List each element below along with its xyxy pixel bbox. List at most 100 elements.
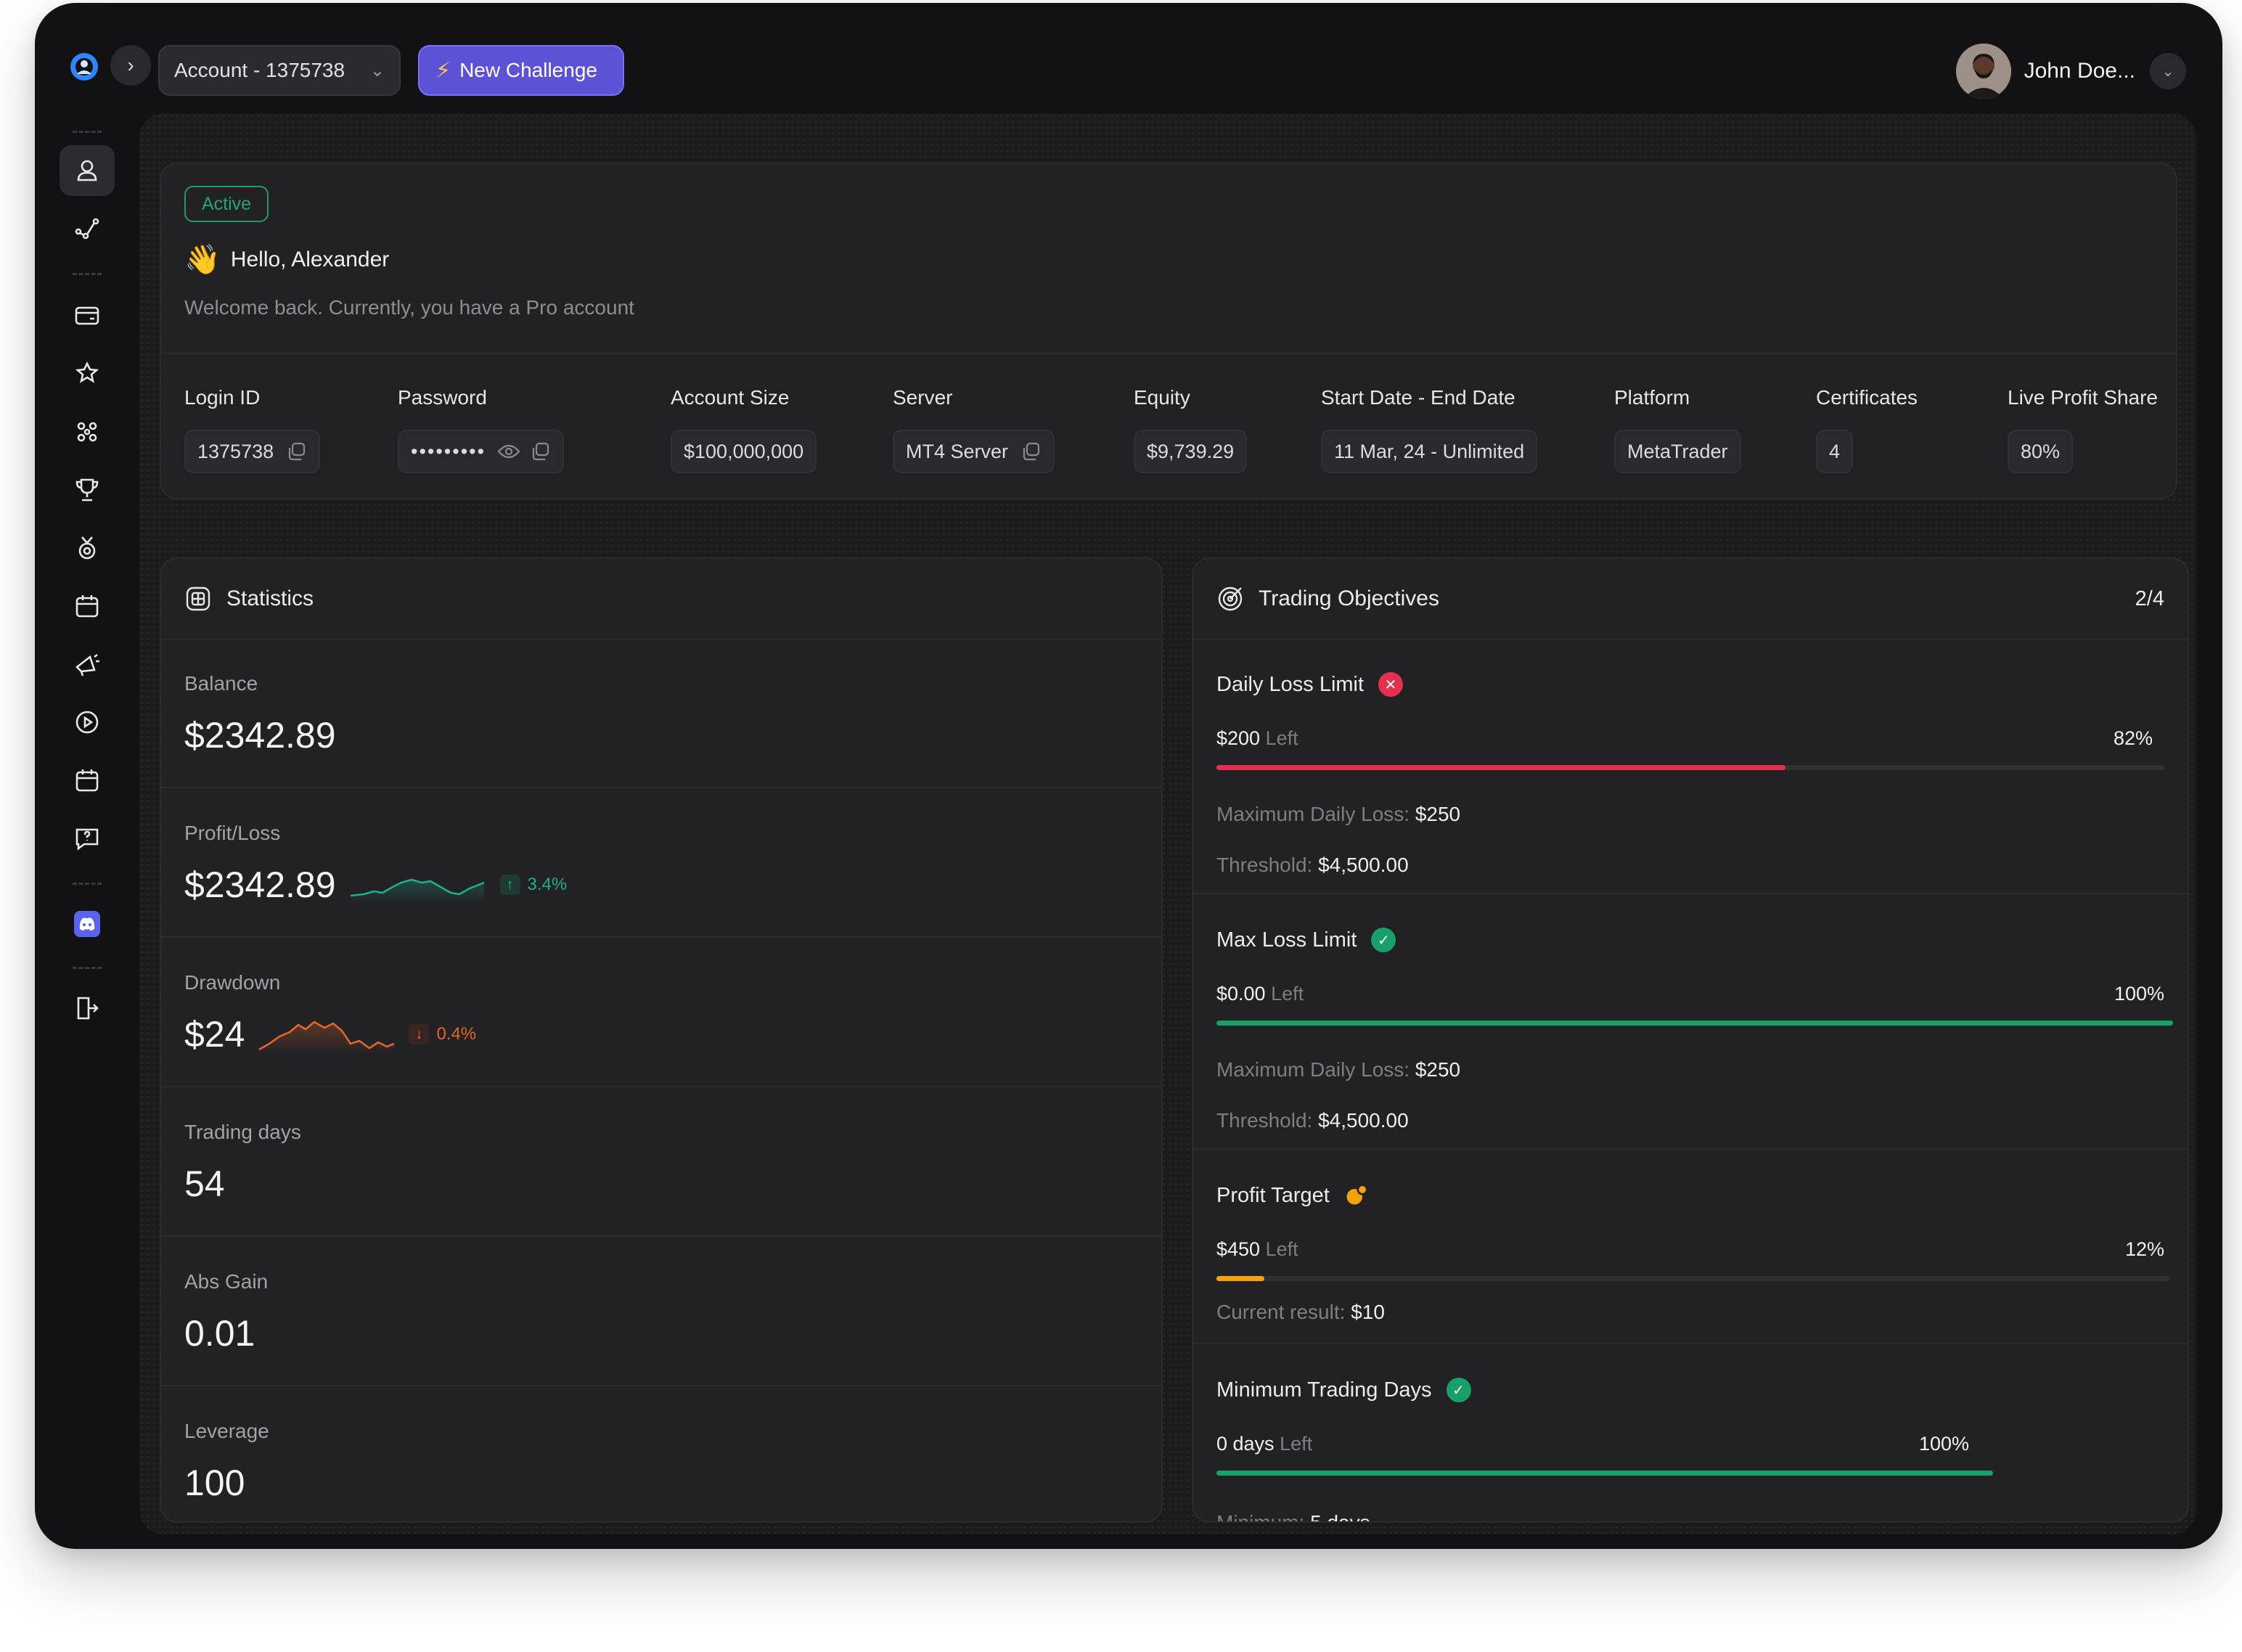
sidebar-item-calendar[interactable] — [60, 581, 115, 631]
objective-left: $200 Left — [1216, 727, 1298, 750]
info-label: Certificates — [1816, 386, 1918, 409]
sidebar-divider — [73, 883, 102, 885]
info-label: Account Size — [671, 386, 790, 409]
avatar — [1955, 44, 2011, 99]
left-value: 0 days — [1216, 1433, 1275, 1455]
copy-icon[interactable] — [1020, 441, 1042, 462]
greeting-text: Hello, Alexander — [230, 247, 390, 271]
password-value: ••••••••• — [411, 440, 486, 462]
profit-delta-value: 3.4% — [527, 875, 568, 894]
objective-percent: 100% — [1919, 1433, 1970, 1455]
sidebar-item-competitions[interactable] — [60, 348, 115, 399]
megaphone-icon — [75, 653, 99, 676]
objective-percent: 82% — [2113, 727, 2153, 749]
trophy-icon — [75, 478, 99, 502]
account-select[interactable]: Account - 1375738 ⌄ — [158, 45, 401, 96]
check-icon: ✓ — [1446, 1378, 1471, 1402]
sidebar-item-trading[interactable] — [60, 203, 115, 254]
objectives-header: Trading Objectives 2/4 — [1193, 559, 2188, 640]
server-value: MT4 Server — [906, 440, 1009, 462]
stat-value: 100 — [184, 1462, 245, 1504]
stat-leverage: Leverage 100 — [161, 1388, 1161, 1521]
stat-value: $2342.89 ↑ 3.4% — [184, 864, 567, 906]
play-icon — [75, 711, 99, 734]
sidebar-item-announcements[interactable] — [60, 639, 115, 690]
stat-value: $24 ↓ 0.4% — [184, 1013, 476, 1055]
detail-value: $10 — [1351, 1301, 1385, 1323]
drawdown-sparkline — [258, 1021, 395, 1054]
chevron-right-icon: › — [127, 54, 134, 76]
objective-detail: Maximum Daily Loss: $250 — [1216, 803, 1460, 826]
objective-title: Minimum Trading Days ✓ — [1216, 1378, 1471, 1402]
new-challenge-button[interactable]: ⚡ New Challenge — [418, 45, 624, 96]
drawdown-value: $24 — [184, 1014, 245, 1055]
target-icon — [1218, 586, 1243, 611]
stat-drawdown: Drawdown $24 ↓ 0.4% — [161, 939, 1161, 1087]
objective-detail: Threshold: $4,500.00 — [1216, 1109, 1409, 1132]
wallet-icon — [75, 306, 99, 325]
progress-fill — [1216, 1021, 2173, 1026]
objective-left: $450 Left — [1216, 1238, 1298, 1261]
logo[interactable] — [68, 49, 103, 84]
community-icon — [77, 422, 97, 442]
abs-gain-value: 0.01 — [184, 1313, 255, 1354]
info-value: 80% — [2008, 430, 2074, 473]
detail-value: $250 — [1415, 1058, 1461, 1081]
account-select-label: Account - 1375738 — [174, 59, 345, 81]
left-word: Left — [1265, 1238, 1298, 1260]
arrow-up-icon: ↑ — [499, 875, 520, 895]
copy-icon[interactable] — [529, 441, 551, 462]
detail-value: 5 days — [1310, 1511, 1370, 1523]
stat-value: $2342.89 — [184, 714, 336, 756]
sidebar-item-discord[interactable] — [60, 899, 115, 949]
logout-icon — [77, 997, 99, 1020]
stat-label: Trading days — [184, 1121, 301, 1143]
copy-icon[interactable] — [285, 441, 307, 462]
chevron-down-icon: ⌄ — [369, 60, 385, 81]
medal-icon — [78, 536, 96, 560]
statistics-icon — [186, 586, 210, 611]
progress-track — [1216, 1021, 2173, 1026]
sidebar-item-leaderboard[interactable] — [60, 465, 115, 515]
stat-label: Leverage — [184, 1420, 269, 1442]
info-value: MetaTrader — [1614, 430, 1741, 473]
info-value: 11 Mar, 24 - Unlimited — [1321, 430, 1538, 473]
sidebar-item-schedule[interactable] — [60, 755, 115, 806]
login-id-value: 1375738 — [197, 440, 274, 462]
detail-key: Current result: — [1216, 1301, 1346, 1323]
eye-icon[interactable] — [497, 441, 520, 462]
sidebar-item-logout[interactable] — [60, 983, 115, 1034]
sidebar-item-help[interactable] — [60, 813, 115, 864]
left-value: $200 — [1216, 727, 1261, 749]
sidebar-item-account[interactable] — [60, 145, 115, 196]
left-value: $0.00 — [1216, 983, 1266, 1005]
stat-label: Balance — [184, 672, 258, 695]
waving-hand-icon: 👋 — [184, 244, 221, 276]
profit-delta: ↑ 3.4% — [499, 875, 568, 895]
left-word: Left — [1280, 1433, 1313, 1455]
sidebar-divider — [73, 967, 102, 969]
info-value: MT4 Server — [893, 430, 1055, 473]
user-menu[interactable]: John Doe... ⌄ — [1955, 41, 2186, 102]
chevron-down-icon[interactable]: ⌄ — [2150, 53, 2186, 89]
sidebar-item-billing[interactable] — [60, 290, 115, 341]
lightning-icon: ⚡ — [435, 58, 451, 83]
detail-value: $4,500.00 — [1318, 1109, 1409, 1132]
detail-value: $250 — [1415, 803, 1461, 825]
sidebar-item-rewards[interactable] — [60, 523, 115, 573]
objective-detail: Threshold: $4,500.00 — [1216, 854, 1409, 877]
stat-label: Drawdown — [184, 971, 281, 994]
top-bar: › Account - 1375738 ⌄ ⚡ New Challenge Jo… — [35, 3, 2222, 134]
expand-sidebar-button[interactable]: › — [110, 45, 151, 86]
statistics-header: Statistics — [161, 559, 1161, 640]
sidebar-divider — [73, 131, 102, 133]
sidebar-item-community[interactable] — [60, 406, 115, 457]
sidebar-item-videos[interactable] — [60, 697, 115, 748]
objective-title: Daily Loss Limit ✕ — [1216, 672, 1404, 697]
user-name: John Doe... — [2024, 59, 2135, 83]
sidebar — [35, 119, 139, 1549]
progress-fill — [1216, 765, 1785, 770]
greeting: 👋 Hello, Alexander — [184, 242, 389, 277]
detail-key: Threshold: — [1216, 854, 1313, 876]
info-value: 1375738 — [184, 430, 321, 473]
